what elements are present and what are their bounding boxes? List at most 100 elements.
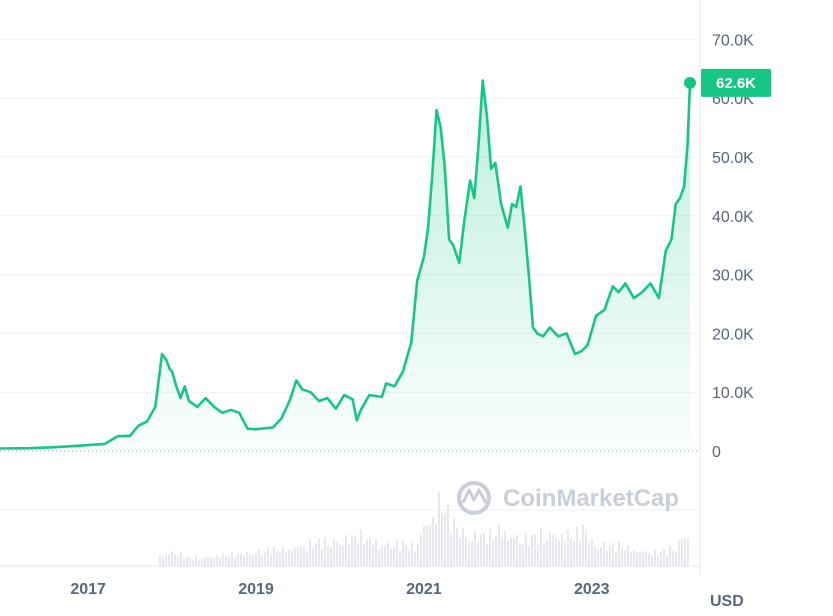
volume-bar <box>252 555 254 566</box>
volume-bar <box>384 545 386 566</box>
x-tick-label: 2019 <box>238 581 274 598</box>
volume-bar <box>375 539 377 566</box>
volume-bar <box>684 538 686 566</box>
y-tick-label: 50.0K <box>712 150 754 167</box>
volume-bar <box>612 542 614 566</box>
volume-bar <box>501 537 503 566</box>
volume-bar <box>246 551 248 566</box>
volume-bar <box>339 544 341 566</box>
volume-bar <box>495 536 497 566</box>
volume-bar <box>168 553 170 566</box>
volume-bar <box>294 547 296 566</box>
volume-bar <box>309 539 311 566</box>
volume-bar <box>345 535 347 566</box>
volume-bar <box>480 534 482 566</box>
volume-bar <box>354 536 356 566</box>
volume-bar <box>564 541 566 566</box>
y-tick-label: 70.0K <box>712 32 754 49</box>
volume-bar <box>552 534 554 566</box>
volume-bar <box>192 560 194 566</box>
volume-bar <box>231 550 233 566</box>
volume-bar <box>405 545 407 566</box>
volume-bar <box>255 553 257 566</box>
volume-bar <box>333 538 335 566</box>
volume-bar <box>243 555 245 566</box>
y-tick-label: 10.0K <box>712 385 754 402</box>
volume-bar <box>525 533 527 566</box>
volume-bar <box>180 552 182 566</box>
unit-label: USD <box>710 593 744 610</box>
volume-bar <box>372 545 374 566</box>
chart-gridlines <box>0 0 701 575</box>
volume-bar <box>615 551 617 566</box>
volume-bar <box>600 547 602 566</box>
volume-bar <box>489 528 491 566</box>
volume-bar <box>327 545 329 566</box>
volume-bar <box>198 559 200 566</box>
volume-bar <box>474 530 476 566</box>
volume-bar <box>465 536 467 566</box>
volume-bar <box>186 556 188 566</box>
volume-bar <box>396 540 398 566</box>
volume-bar <box>303 547 305 566</box>
price-area-fill <box>0 80 690 451</box>
volume-bar <box>237 553 239 566</box>
volume-bar <box>399 550 401 566</box>
volume-bar <box>507 540 509 566</box>
volume-bar <box>363 544 365 566</box>
volume-bar <box>654 549 656 566</box>
volume-bar <box>315 543 317 566</box>
y-tick-label: 20.0K <box>712 326 754 343</box>
volume-bar <box>423 525 425 566</box>
volume-bar <box>633 550 635 566</box>
volume-bar <box>636 552 638 566</box>
volume-bar <box>675 551 677 566</box>
volume-bar <box>360 529 362 566</box>
volume-bar <box>531 535 533 566</box>
volume-bar <box>438 491 440 566</box>
volume-bar <box>585 530 587 566</box>
volume-bar <box>414 551 416 566</box>
coinmarketcap-logo-icon <box>457 481 491 515</box>
current-price-label: 62.6K <box>716 75 756 92</box>
volume-bar <box>258 549 260 566</box>
watermark-text: CoinMarketCap <box>503 485 679 512</box>
volume-bar <box>165 554 167 566</box>
volume-bar <box>570 538 572 566</box>
x-tick-label: 2017 <box>70 581 106 598</box>
volume-bar <box>306 550 308 566</box>
volume-bar <box>450 533 452 566</box>
volume-bar <box>486 544 488 566</box>
volume-bar <box>279 552 281 566</box>
volume-bar <box>510 537 512 566</box>
volume-bar <box>537 544 539 566</box>
volume-bar <box>240 552 242 566</box>
volume-bar <box>597 549 599 566</box>
volume-bar <box>522 545 524 566</box>
volume-bar <box>183 558 185 566</box>
volume-bar <box>672 550 674 566</box>
volume-bar <box>546 540 548 566</box>
volume-bar <box>390 549 392 566</box>
volume-bar <box>561 533 563 566</box>
volume-bar <box>261 555 263 566</box>
volume-bar <box>366 539 368 566</box>
volume-bar <box>678 540 680 566</box>
volume-bar <box>477 541 479 566</box>
current-price-dot[interactable] <box>684 76 696 89</box>
volume-bar <box>687 538 689 566</box>
volume-bar <box>468 542 470 566</box>
volume-bar <box>312 548 314 566</box>
volume-bar <box>462 527 464 566</box>
volume-bar <box>228 556 230 566</box>
volume-bar <box>387 541 389 566</box>
volume-bar <box>342 546 344 566</box>
volume-bar <box>555 537 557 566</box>
volume-bar <box>651 556 653 566</box>
y-tick-label: 30.0K <box>712 268 754 285</box>
volume-bar <box>618 542 620 566</box>
volume-bar <box>444 513 446 566</box>
watermark: CoinMarketCap <box>457 481 679 515</box>
volume-bar <box>288 549 290 566</box>
volume-bar <box>573 540 575 566</box>
